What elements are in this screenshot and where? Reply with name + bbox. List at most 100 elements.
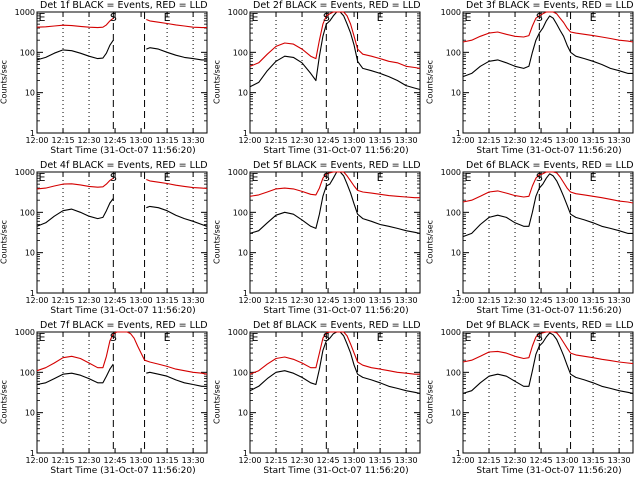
y-tick-label: 1 (456, 289, 461, 298)
y-tick-label: 1000 (228, 328, 248, 337)
x-axis-label: Start Time (31-Oct-07 11:56:20) (263, 306, 409, 316)
y-tick-label: 1 (243, 289, 248, 298)
end-marker-label: E (590, 11, 597, 24)
x-axis-label: Start Time (31-Oct-07 11:56:20) (50, 146, 196, 156)
x-tick-label: 13:15 (582, 136, 605, 145)
chart-svg: 1 10 100 1000 12:00 12:15 12:30 12:45 13:00 13:15… (228, 328, 421, 465)
x-tick-label: 13:15 (369, 136, 392, 145)
x-tick-label: 13:00 (343, 136, 366, 145)
start-marker-label: S (536, 171, 543, 184)
detector-panel-4: 1 10 100 1000 12:00 12:15 12:30 12:45 13:00 13:15… (0, 160, 213, 320)
y-tick-label: 1 (30, 449, 35, 458)
x-tick-label: 12:30 (504, 136, 527, 145)
panel-title: Det 8f BLACK = Events, RED = LLD (253, 320, 421, 331)
y-tick-label: 10 (451, 89, 461, 98)
x-tick-label: 12:15 (51, 296, 74, 305)
y-tick-label: 10 (25, 409, 35, 418)
x-tick-label: 13:30 (608, 136, 631, 145)
y-tick-label: 100 (446, 48, 461, 57)
start-marker-label: S (536, 11, 543, 24)
lld-series-line (36, 331, 208, 375)
chart-svg: 1 10 100 1000 12:00 12:15 12:30 12:45 13:00 13:15… (15, 328, 208, 465)
plot-frame (462, 331, 634, 454)
x-tick-label: 12:15 (51, 456, 74, 465)
x-tick-label: 12:45 (530, 136, 553, 145)
end-marker-label: E (377, 331, 384, 344)
x-tick-label: 12:15 (477, 296, 500, 305)
x-tick-label: 12:30 (291, 456, 314, 465)
x-tick-label: 12:30 (504, 456, 527, 465)
x-tick-label: 12:00 (25, 136, 48, 145)
y-tick-label: 100 (233, 208, 248, 217)
events-series-line (36, 198, 208, 227)
x-tick-label: 13:30 (608, 296, 631, 305)
y-tick-label: 1 (30, 289, 35, 298)
x-tick-label: 12:45 (317, 136, 340, 145)
y-axis-label: Counts/sec (425, 379, 435, 425)
panel-title: Det 4f BLACK = Events, RED = LLD (40, 160, 208, 171)
x-tick-label: 12:00 (25, 456, 48, 465)
x-tick-label: 13:15 (156, 136, 179, 145)
panel-title: Det 1f BLACK = Events, RED = LLD (40, 0, 208, 11)
y-tick-label: 1 (30, 129, 35, 138)
start-marker-label: S (323, 11, 330, 24)
x-tick-label: 12:00 (238, 296, 261, 305)
y-tick-label: 100 (20, 48, 35, 57)
x-tick-label: 12:45 (104, 456, 127, 465)
y-tick-label: 10 (238, 249, 248, 258)
x-tick-label: 12:00 (238, 456, 261, 465)
y-axis-label: Counts/sec (212, 219, 222, 265)
end-marker-label: E (590, 331, 597, 344)
x-tick-label: 12:45 (104, 296, 127, 305)
x-tick-label: 13:00 (556, 456, 579, 465)
y-tick-label: 10 (238, 409, 248, 418)
x-tick-label: 12:15 (264, 296, 287, 305)
y-tick-label: 1000 (441, 168, 461, 177)
x-tick-label: 13:00 (556, 136, 579, 145)
x-axis-label: Start Time (31-Oct-07 11:56:20) (476, 306, 622, 316)
x-tick-label: 13:30 (182, 136, 205, 145)
y-axis-label: Counts/sec (212, 379, 222, 425)
x-tick-label: 13:30 (395, 136, 418, 145)
start-marker-label: S (536, 331, 543, 344)
x-tick-label: 13:15 (156, 296, 179, 305)
x-tick-label: 12:30 (78, 296, 101, 305)
y-tick-label: 1000 (228, 8, 248, 17)
start-marker-label: S (323, 171, 330, 184)
y-tick-label: 1000 (15, 328, 35, 337)
events-series-line (36, 39, 207, 61)
x-tick-label: 12:30 (291, 296, 314, 305)
x-tick-label: 13:15 (369, 456, 392, 465)
y-tick-label: 1000 (228, 168, 248, 177)
y-axis-label: Counts/sec (425, 59, 435, 105)
x-tick-label: 12:45 (530, 296, 553, 305)
x-tick-label: 13:30 (395, 296, 418, 305)
y-tick-label: 10 (25, 89, 35, 98)
left-end-marker-label: E (252, 171, 259, 184)
x-tick-label: 12:30 (291, 136, 314, 145)
left-end-marker-label: E (39, 331, 46, 344)
detector-panel-5: 1 10 100 1000 12:00 12:15 12:30 12:45 13:00 13:15… (213, 160, 426, 320)
lld-series-line (249, 331, 420, 375)
plot-frame (36, 331, 208, 454)
left-end-marker-label: E (252, 331, 259, 344)
panel-title: Det 7f BLACK = Events, RED = LLD (40, 320, 208, 331)
panel-title: Det 9f BLACK = Events, RED = LLD (466, 320, 634, 331)
plot-frame (36, 11, 208, 134)
lld-series-line (36, 17, 207, 29)
left-end-marker-label: E (465, 171, 472, 184)
detector-panel-9: 1 10 100 1000 12:00 12:15 12:30 12:45 13:00 13:15… (426, 320, 639, 480)
x-axis-label: Start Time (31-Oct-07 11:56:20) (263, 146, 409, 156)
events-series-line (249, 331, 421, 394)
x-tick-label: 13:15 (582, 296, 605, 305)
x-tick-label: 13:15 (156, 456, 179, 465)
end-marker-label: E (164, 171, 171, 184)
chart-svg: 1 10 100 1000 12:00 12:15 12:30 12:45 13:00 13:15… (441, 168, 634, 305)
end-marker-label: E (377, 171, 384, 184)
x-tick-label: 12:45 (104, 136, 127, 145)
end-marker-label: E (164, 11, 171, 24)
plot-frame (249, 171, 421, 294)
chart-svg: 1 10 100 1000 12:00 12:15 12:30 12:45 13:00 13:15… (15, 8, 208, 145)
plot-frame (462, 171, 634, 294)
y-axis-label: Counts/sec (0, 219, 9, 265)
